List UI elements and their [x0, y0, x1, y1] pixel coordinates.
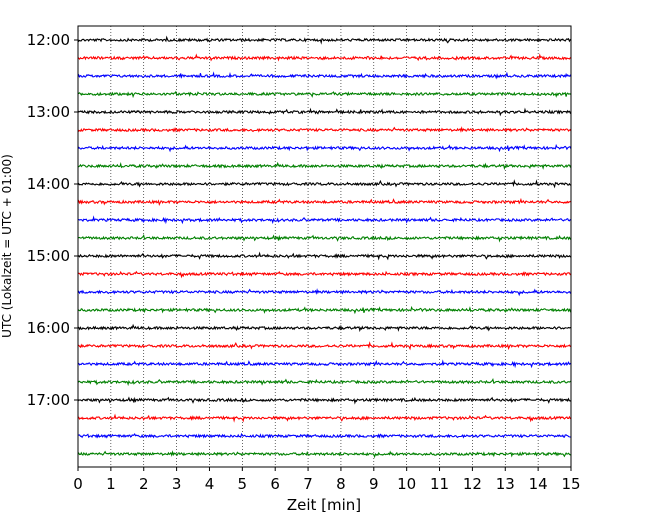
y-tick-label: 12:00	[27, 31, 70, 49]
x-tick-label: 10	[397, 475, 416, 493]
trace-1745	[77, 450, 572, 459]
x-tick-label: 3	[172, 475, 182, 493]
x-tick-label: 13	[496, 475, 515, 493]
y-axis: 12:00 13:00 14:00 15:00 16:00 17:00	[27, 31, 78, 409]
y-tick-label: 14:00	[27, 175, 70, 193]
x-tick-label: 6	[270, 475, 280, 493]
x-tick-label: 8	[336, 475, 346, 493]
trace-1700	[77, 396, 572, 405]
trace-1230	[77, 71, 572, 80]
plot-frame	[77, 25, 572, 468]
trace-1500	[77, 251, 572, 261]
traces	[77, 35, 572, 459]
x-axis: 0 1 2 3 4 5 6 7 8 9 10 11 12 13 14 15	[73, 467, 581, 493]
y-tick-label: 13:00	[27, 103, 70, 121]
trace-1315	[77, 126, 572, 133]
trace-1530	[77, 288, 572, 297]
trace-1245	[77, 90, 572, 99]
x-tick-label: 2	[139, 475, 149, 493]
x-tick-label: 14	[529, 475, 548, 493]
y-tick-label: 17:00	[27, 391, 70, 409]
trace-1445	[77, 234, 572, 243]
trace-1430	[77, 215, 572, 225]
trace-1645	[77, 378, 572, 387]
y-tick-label: 16:00	[27, 319, 70, 337]
x-tick-label: 9	[369, 475, 379, 493]
trace-1215	[77, 53, 572, 62]
trace-1730	[77, 432, 572, 439]
trace-1615	[77, 341, 572, 351]
trace-1600	[77, 323, 572, 333]
x-tick-label: 5	[238, 475, 248, 493]
y-axis-label: UTC (Lokalzeit = UTC + 01:00)	[0, 154, 14, 338]
trace-1345	[77, 161, 572, 171]
x-tick-label: 12	[463, 475, 482, 493]
x-tick-label: 7	[303, 475, 313, 493]
x-axis-label: Zeit [min]	[287, 496, 361, 514]
trace-1300	[77, 107, 572, 117]
trace-1200	[77, 35, 572, 45]
trace-1630	[77, 359, 572, 369]
trace-1715	[77, 413, 572, 423]
trace-1330	[77, 143, 572, 153]
x-tick-label: 11	[430, 475, 449, 493]
trace-1515	[77, 270, 572, 279]
y-tick-label: 15:00	[27, 247, 70, 265]
trace-1415	[77, 197, 572, 207]
x-tick-label: 0	[73, 475, 83, 493]
x-tick-label: 1	[106, 475, 116, 493]
trace-1400	[77, 179, 572, 189]
x-tick-label: 15	[561, 475, 580, 493]
trace-1545	[77, 305, 572, 315]
x-tick-label: 4	[205, 475, 215, 493]
